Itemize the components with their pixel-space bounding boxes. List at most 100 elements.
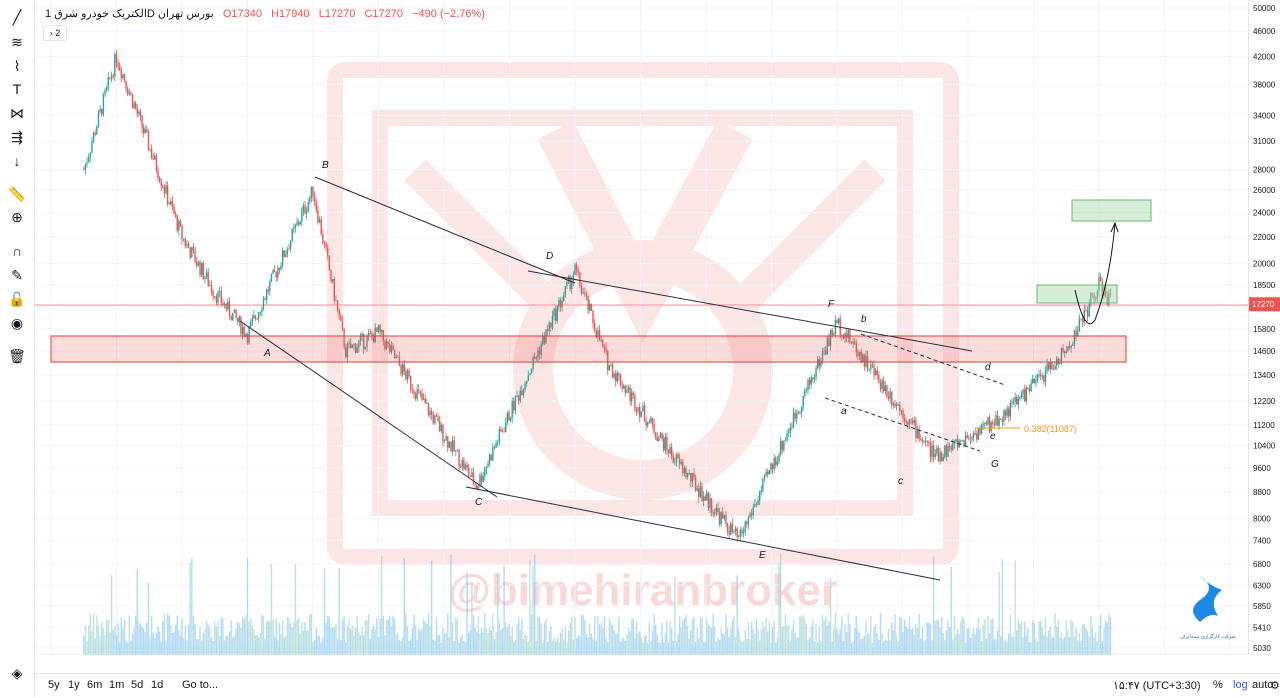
- volume-bar: [235, 628, 237, 655]
- chart-svg[interactable]: @bimehiranbroker 0.382(11087) A: [35, 0, 1248, 669]
- indicator-toggle-button[interactable]: › 2: [43, 25, 67, 41]
- chart-area[interactable]: @bimehiranbroker 0.382(11087) A: [35, 0, 1248, 669]
- arrow-down-icon[interactable]: ↓: [13, 153, 21, 169]
- candle-body: [225, 303, 227, 310]
- pattern-icon[interactable]: ⋈: [10, 105, 24, 121]
- candle-body: [168, 203, 170, 205]
- candle-body: [138, 111, 140, 114]
- candle-body: [598, 330, 601, 341]
- support-zone[interactable]: [50, 335, 1127, 363]
- volume-bar: [191, 557, 193, 655]
- trend-lines[interactable]: [239, 176, 1119, 581]
- candle-body: [961, 440, 964, 442]
- percent-toggle[interactable]: %: [1213, 679, 1223, 691]
- candle-body: [863, 354, 866, 367]
- trash-icon[interactable]: 🗑: [8, 348, 26, 364]
- candle-body: [718, 512, 721, 525]
- candle-body: [401, 364, 404, 375]
- volume-bar: [1016, 630, 1018, 655]
- candle-body: [1099, 277, 1102, 282]
- candle-body: [646, 422, 649, 426]
- candle-body: [1008, 408, 1010, 417]
- volume-bar: [262, 615, 265, 655]
- volume-bar: [427, 613, 430, 655]
- candle-body: [776, 461, 779, 466]
- candle-body: [513, 401, 515, 411]
- volume-bar: [664, 632, 666, 655]
- candle-body: [146, 129, 148, 133]
- forecast-icon[interactable]: ⇶: [11, 129, 23, 145]
- price-tick-label: 8000: [1253, 515, 1271, 524]
- range-1d[interactable]: 1d: [151, 679, 164, 691]
- volume-bar: [152, 632, 154, 655]
- settings-gear-icon[interactable]: ⚙: [1270, 680, 1280, 692]
- candle-body: [656, 437, 658, 441]
- range-1y[interactable]: 1y: [68, 679, 80, 691]
- target-zone-1[interactable]: [1036, 284, 1118, 304]
- range-6m[interactable]: 6m: [87, 679, 103, 691]
- trend-line-df: [527, 270, 973, 352]
- candle-body: [722, 512, 724, 519]
- volume-bar: [802, 614, 804, 655]
- volume-bar: [1033, 622, 1035, 655]
- candle-body: [243, 326, 245, 336]
- volume-bar: [691, 618, 694, 655]
- log-toggle[interactable]: log: [1233, 679, 1248, 691]
- range-1m[interactable]: 1m: [109, 679, 125, 691]
- volume-bar: [410, 639, 412, 655]
- ruler-icon[interactable]: 📏: [8, 186, 26, 202]
- candle-body: [643, 405, 646, 422]
- volume-bar: [419, 630, 422, 655]
- path-icon[interactable]: ⌇: [13, 58, 21, 74]
- candle-body: [627, 387, 630, 391]
- volume-bar: [1095, 632, 1097, 655]
- volume-bar: [320, 642, 322, 655]
- auto-toggle[interactable]: auto: [1252, 679, 1274, 691]
- candle-body: [463, 459, 465, 470]
- text-icon[interactable]: T: [12, 81, 22, 97]
- magnet-icon[interactable]: ∩: [11, 243, 23, 259]
- price-axis[interactable]: 5030 5410 5850 6300 6800 7400 8000 8800 9600 1040…: [1248, 0, 1280, 655]
- candle-body: [377, 325, 380, 332]
- eye-icon[interactable]: ◉: [10, 315, 24, 331]
- lock-icon[interactable]: 🔓: [8, 291, 26, 307]
- volume-bar: [574, 616, 576, 655]
- candle-body: [887, 396, 890, 399]
- candle-body: [205, 272, 208, 278]
- goto-button[interactable]: Go to...: [182, 679, 219, 691]
- candle-body: [110, 75, 113, 79]
- volume-bar: [525, 636, 528, 655]
- volume-bar: [690, 630, 692, 655]
- cross-line-icon[interactable]: ╱: [12, 9, 22, 25]
- layers-icon[interactable]: ◈: [11, 665, 23, 681]
- candle-body: [567, 276, 570, 282]
- candle-body: [144, 129, 146, 134]
- volume-bar: [330, 627, 332, 655]
- candle-body: [158, 178, 161, 182]
- range-5y[interactable]: 5y: [48, 679, 60, 691]
- trend-line-ce: [465, 486, 941, 581]
- lock-drawing-icon[interactable]: ✎: [11, 267, 23, 283]
- zoom-icon[interactable]: ⊕: [11, 209, 23, 225]
- fib-icon[interactable]: ≋: [11, 34, 23, 50]
- target-zone-2[interactable]: [1071, 199, 1152, 222]
- candle-body: [871, 364, 874, 366]
- ohlc-low: L17270: [318, 8, 356, 20]
- candle-body: [577, 271, 579, 273]
- symbol-legend[interactable]: الکتریک خودرو شرق 1D بورس تهران O17340 H…: [45, 7, 485, 20]
- candle-body: [178, 220, 180, 231]
- candle-body: [808, 379, 811, 385]
- volume-bar: [886, 640, 888, 655]
- candle-body: [767, 471, 769, 475]
- range-5d[interactable]: 5d: [131, 679, 144, 691]
- candle-body: [1065, 351, 1067, 354]
- candle-body: [1109, 293, 1112, 295]
- wave-label-d-upper: D: [546, 251, 553, 262]
- candle-body: [392, 345, 394, 350]
- candle-body: [1101, 281, 1103, 297]
- candle-body: [932, 445, 935, 458]
- volume-bar: [796, 637, 798, 655]
- volume-bar: [1025, 635, 1028, 655]
- volume-bar: [376, 618, 378, 655]
- volume-bar: [1036, 640, 1039, 655]
